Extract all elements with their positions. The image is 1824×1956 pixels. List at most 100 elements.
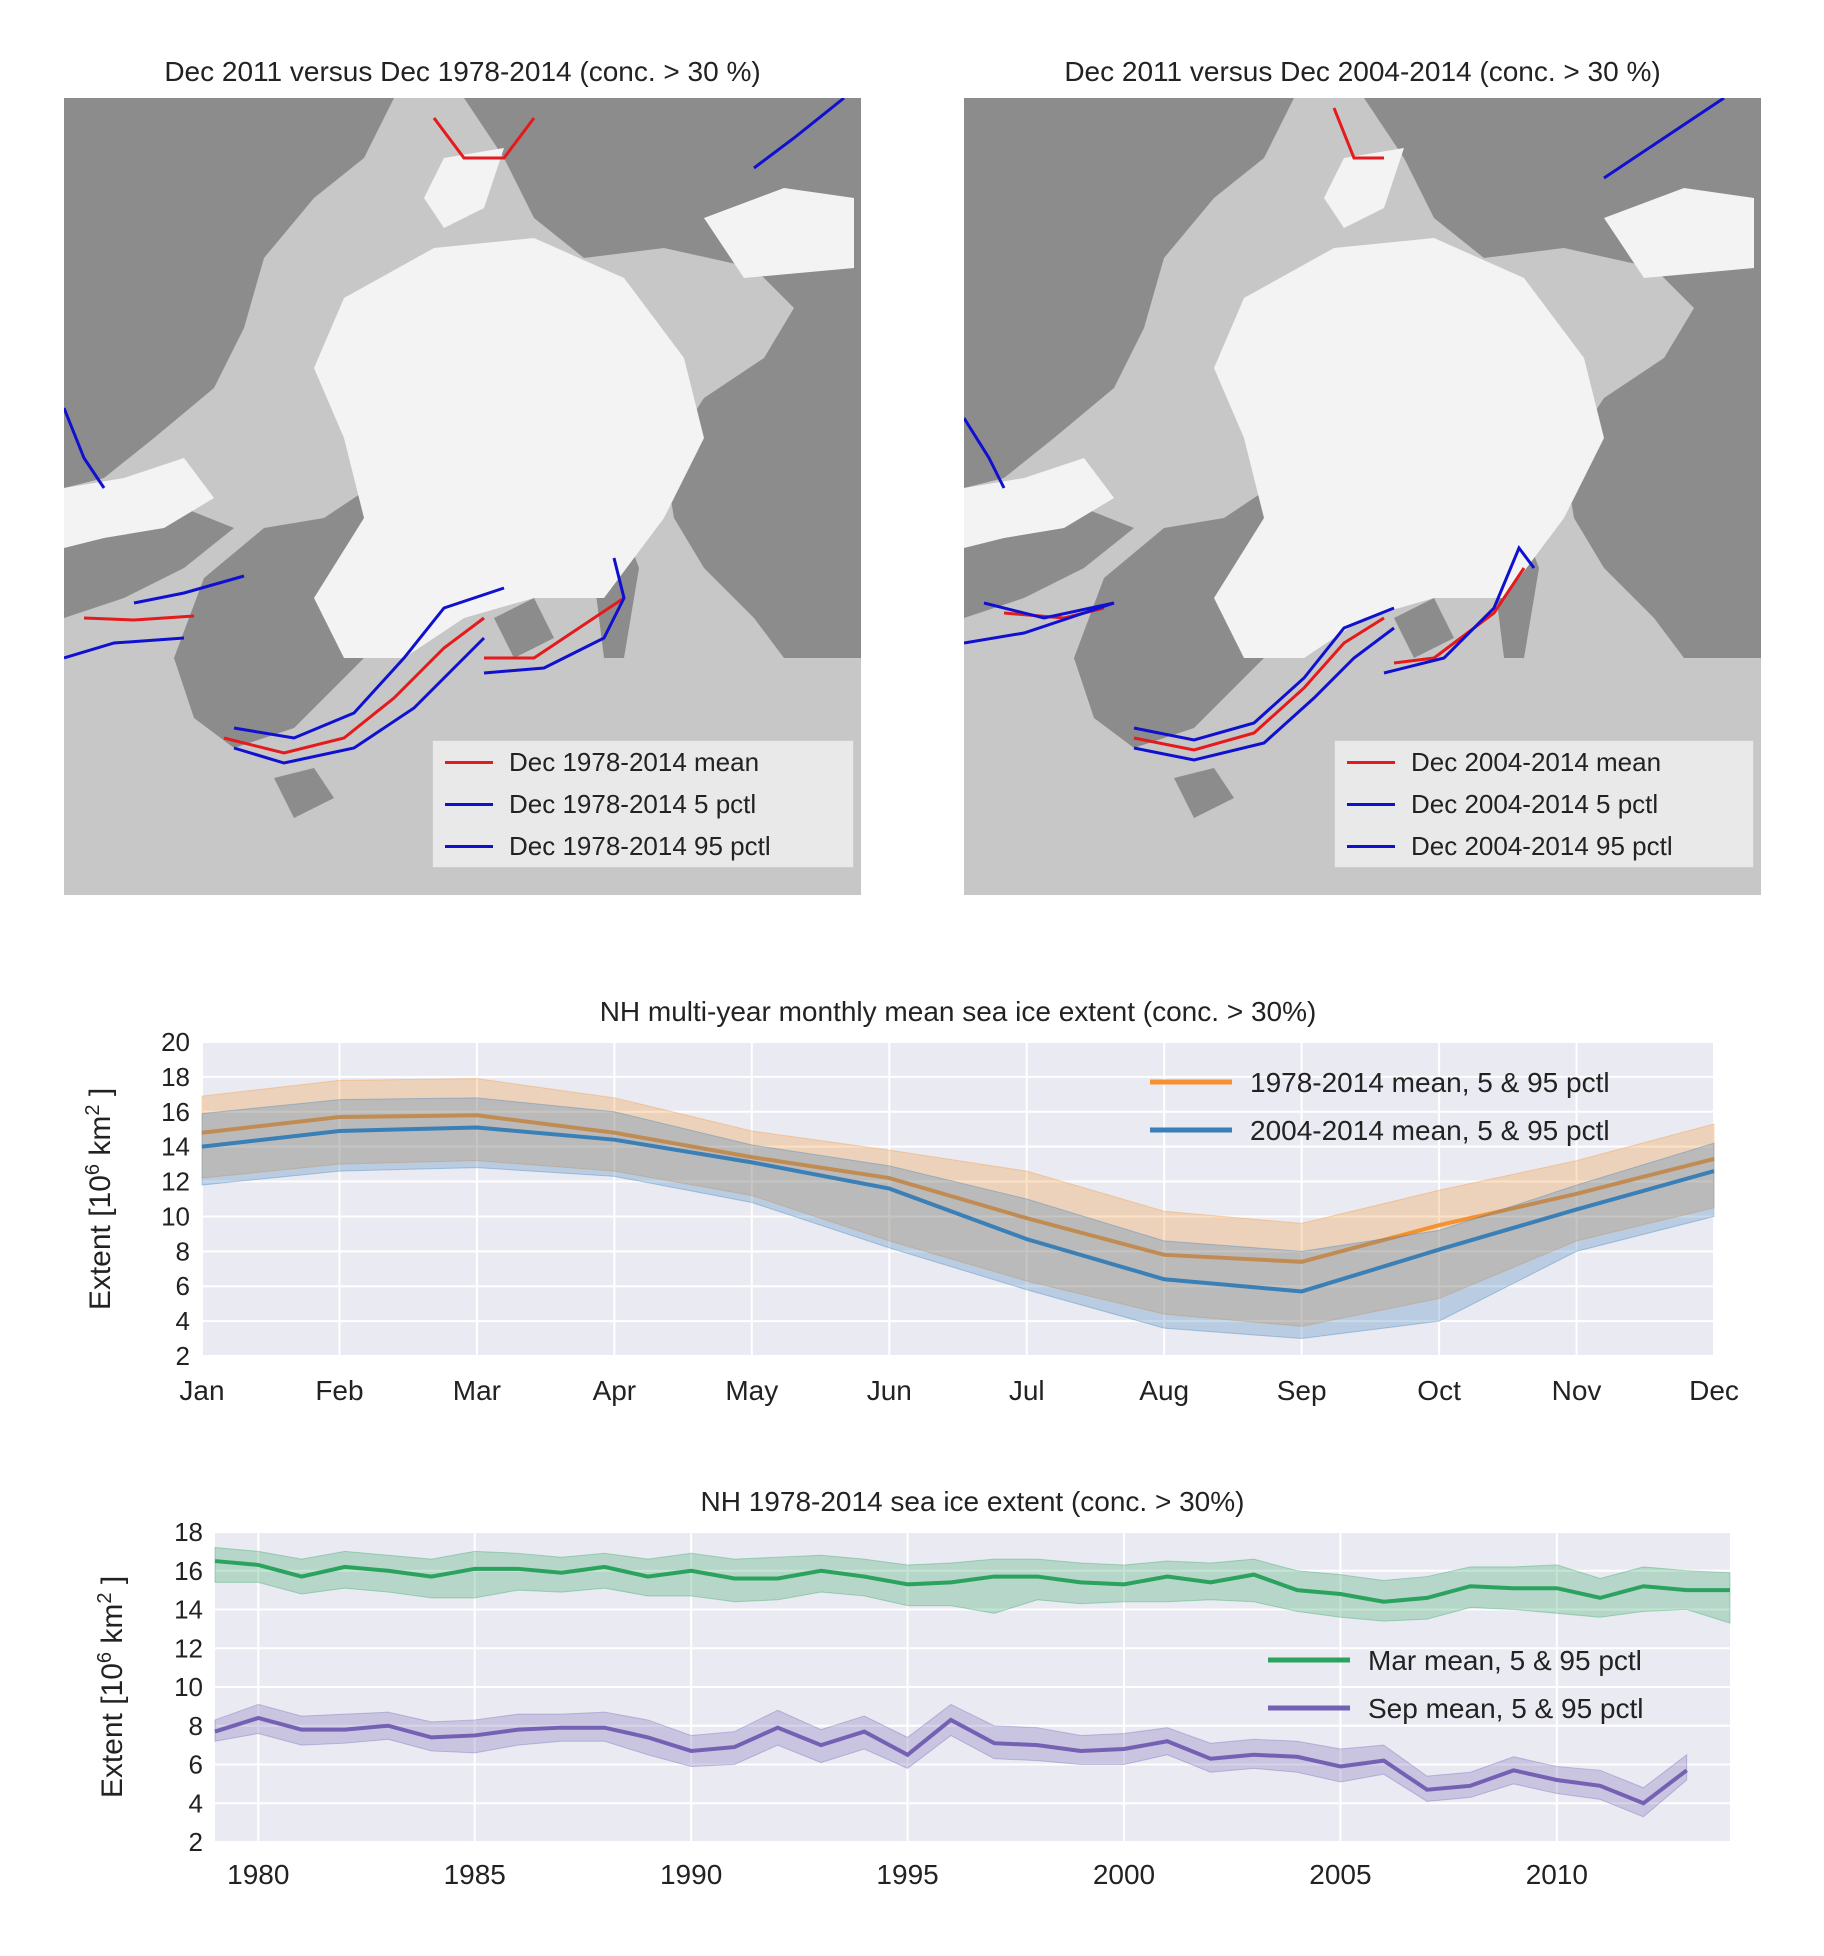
legend-label: Dec 1978-2014 5 pctl	[509, 788, 757, 819]
y-tick-label: 6	[176, 1271, 190, 1301]
x-tick-label: Aug	[1139, 1375, 1189, 1406]
legend-swatch-p5	[1347, 802, 1395, 806]
ice-okhotsk	[424, 148, 504, 228]
x-tick-label: May	[725, 1375, 778, 1406]
x-tick-label: Apr	[593, 1375, 637, 1406]
chart-1-title: NH multi-year monthly mean sea ice exten…	[599, 996, 1317, 1027]
contour-p5-1	[133, 574, 245, 605]
map-1-title: Dec 2011 versus Dec 1978-2014 (conc. > 3…	[164, 56, 761, 87]
legend-swatch-p5	[445, 802, 493, 806]
x-tick-label: Nov	[1552, 1375, 1602, 1406]
y-tick-label: 18	[161, 1062, 190, 1092]
y-tick-label: 8	[189, 1711, 203, 1741]
series-0-band	[201, 1078, 1715, 1327]
x-tick-label: Mar	[453, 1375, 501, 1406]
land-iceland	[274, 768, 334, 818]
contour-p5-5	[64, 407, 106, 489]
x-tick-label: Sep	[1277, 1375, 1327, 1406]
y-tick-label: 10	[174, 1672, 203, 1702]
x-tick-label: 2000	[1093, 1859, 1155, 1890]
x-tick-label: Oct	[1417, 1375, 1461, 1406]
series-0-line	[214, 1559, 1730, 1604]
y-tick-label: 2	[176, 1341, 190, 1371]
y-tick-label: 18	[174, 1520, 203, 1547]
y-tick-label: 16	[161, 1097, 190, 1127]
legend-label-0: Mar mean, 5 & 95 pctl	[1368, 1645, 1642, 1676]
y-tick-label: 12	[174, 1633, 203, 1663]
contour-p95-4	[1332, 107, 1384, 160]
x-tick-label: 1995	[876, 1859, 938, 1890]
map-2-title: Dec 2011 versus Dec 2004-2014 (conc. > 3…	[1064, 56, 1661, 87]
legend-swatch-mean	[445, 760, 493, 764]
land-iceland	[1174, 768, 1234, 818]
ice-hudson	[964, 458, 1114, 548]
land-north-america	[64, 98, 394, 488]
chart-2-title: NH 1978-2014 sea ice extent (conc. > 30%…	[700, 1486, 1245, 1517]
contour-p95-1	[964, 601, 1115, 645]
legend-item: Dec 2004-2014 5 pctl	[1335, 783, 1753, 825]
y-axis-label: Extent [106 km2 ]	[94, 1576, 129, 1798]
legend-label-1: Sep mean, 5 & 95 pctl	[1368, 1693, 1644, 1724]
series-1-line	[201, 1125, 1715, 1294]
x-tick-label: Feb	[315, 1375, 363, 1406]
sea-ice-area	[1214, 238, 1604, 658]
ice-hudson	[64, 458, 214, 548]
legend-label-1: 2004-2014 mean, 5 & 95 pctl	[1250, 1115, 1610, 1146]
map-2-legend: Dec 2004-2014 mean Dec 2004-2014 5 pctl …	[1334, 740, 1754, 868]
legend-label-0: 1978-2014 mean, 5 & 95 pctl	[1250, 1067, 1610, 1098]
arctic-map-1	[64, 98, 861, 895]
sea-ice-area	[314, 238, 704, 658]
y-tick-label: 10	[161, 1201, 190, 1231]
contour-mean-2	[1133, 616, 1385, 752]
series-0-line	[201, 1113, 1715, 1264]
ice-bering	[704, 188, 854, 278]
x-tick-label: 1985	[444, 1859, 506, 1890]
annual-extent-chart: 2 4 6 8 10 12 14 16 18 1980 1985 1990 1995 2000 2005 20…	[94, 1520, 1731, 1890]
map-1	[64, 98, 861, 895]
y-tick-label: 6	[189, 1750, 203, 1780]
contour-p95-3	[1383, 545, 1536, 675]
series-1-line	[214, 1715, 1688, 1806]
contour-p95-1	[64, 636, 185, 660]
contour-p5-4	[1603, 98, 1725, 180]
series-1-band	[201, 1097, 1715, 1340]
x-tick-label: Jul	[1009, 1375, 1045, 1406]
x-tick-label: 1980	[227, 1859, 289, 1890]
legend-swatch-p95	[445, 844, 493, 848]
x-tick-label: 2010	[1526, 1859, 1588, 1890]
x-tick-label: Dec	[1689, 1375, 1739, 1406]
legend-label: Dec 2004-2014 mean	[1411, 746, 1662, 777]
y-axis-label: Extent [106 km2 ]	[82, 1088, 117, 1310]
x-tick-label: 2005	[1309, 1859, 1371, 1890]
y-tick-label: 16	[174, 1556, 203, 1586]
ice-okhotsk	[1324, 148, 1404, 228]
contour-p5-5	[964, 417, 1006, 489]
legend-item: Dec 2004-2014 95 pctl	[1335, 825, 1753, 867]
y-tick-label: 4	[176, 1306, 190, 1336]
legend-item: Dec 1978-2014 mean	[433, 741, 853, 783]
contour-p5-2	[1133, 626, 1395, 762]
contour-p5-4	[753, 98, 845, 170]
contour-mean-1	[83, 614, 195, 622]
y-tick-label: 14	[174, 1595, 203, 1625]
x-tick-label: Jan	[179, 1375, 224, 1406]
contour-p95-2	[233, 586, 505, 740]
x-tick-label: 1990	[660, 1859, 722, 1890]
legend-item: Dec 1978-2014 5 pctl	[433, 783, 853, 825]
legend-label: Dec 1978-2014 mean	[509, 746, 760, 777]
legend-swatch-mean	[1347, 760, 1395, 764]
y-tick-label: 4	[189, 1788, 203, 1818]
legend-label: Dec 2004-2014 95 pctl	[1411, 830, 1673, 861]
ice-bering	[1604, 188, 1754, 278]
contour-p95-3	[483, 557, 626, 675]
legend-label: Dec 2004-2014 5 pctl	[1411, 788, 1659, 819]
land-north-america	[964, 98, 1294, 488]
y-tick-label: 8	[176, 1236, 190, 1266]
legend-label: Dec 1978-2014 95 pctl	[509, 830, 771, 861]
contour-p5-2	[233, 636, 486, 765]
contour-p95-4	[432, 117, 536, 160]
land-svalbard	[1394, 598, 1454, 658]
legend-swatch-p95	[1347, 844, 1395, 848]
x-tick-label: Jun	[867, 1375, 912, 1406]
contour-mean-3	[484, 596, 625, 660]
